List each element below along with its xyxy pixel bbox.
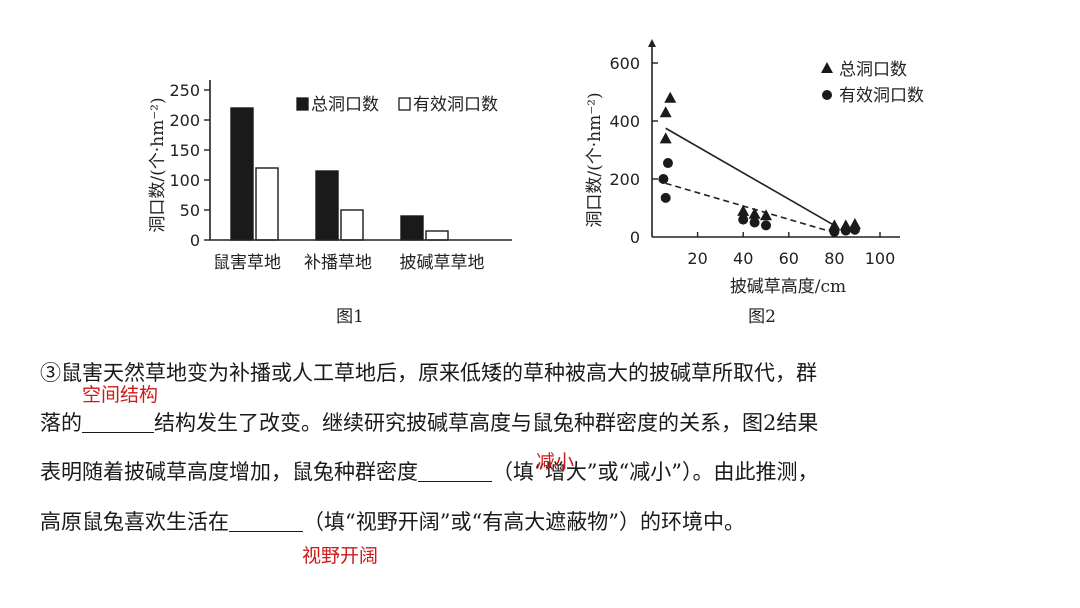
figure-2-point-triangle bbox=[748, 207, 761, 219]
figure-2-x-tick-label: 60 bbox=[779, 249, 799, 268]
question-line-1: ③鼠害天然草地变为补播或人工草地后，原来低矮的草种被高大的披碱草所取代，群 bbox=[40, 357, 1050, 387]
figure-2-legend-marker bbox=[822, 90, 832, 100]
figure-1-legend-label: 总洞口数 bbox=[311, 95, 379, 115]
question-line-1-text: ③鼠害天然草地变为补播或人工草地后，原来低矮的草种被高大的披碱草所取代，群 bbox=[40, 361, 817, 385]
figure-1-caption: 图1 bbox=[336, 307, 364, 327]
figure-1-y-axis-label: 洞口数/(个·hm⁻²) bbox=[148, 97, 168, 232]
figure-2-point-circle bbox=[658, 174, 669, 184]
figure-2-point-circle bbox=[761, 220, 771, 231]
figure-1-x-labels: 鼠害草地 补播草地 披碱草草地 bbox=[213, 253, 485, 273]
figure-2-point-circle bbox=[840, 225, 851, 236]
figure-1-category-label: 披碱草草地 bbox=[400, 253, 485, 273]
figure-2-legend-label: 有效洞口数 bbox=[839, 86, 924, 106]
question-line-4-end: （填“视野开阔”或“有高大遮蔽物”）的环境中。 bbox=[303, 510, 745, 534]
figure-1-y-tick-label: 100 bbox=[169, 171, 200, 190]
figure-2-point-circle bbox=[662, 158, 673, 169]
figure-2-trend-lines bbox=[665, 127, 835, 234]
figure-2-point-triangle bbox=[828, 219, 841, 231]
figure-1-category-label: 补播草地 bbox=[304, 253, 372, 273]
question-line-4: 高原鼠兔喜欢生活在 （填“视野开阔”或“有高大遮蔽物”）的环境中。 bbox=[40, 506, 1050, 536]
figure-2-x-tick-label: 20 bbox=[687, 249, 707, 268]
figure-1-category-label: 鼠害草地 bbox=[213, 253, 281, 273]
figure-1-y-tick-label: 150 bbox=[169, 141, 200, 160]
figure-2-x-tick-label: 40 bbox=[733, 249, 753, 268]
figure-2-point-triangle bbox=[664, 91, 677, 103]
figure-1-y-tick-label: 200 bbox=[169, 111, 200, 130]
blank-3[interactable] bbox=[229, 509, 303, 532]
figure-1-legend: 总洞口数 有效洞口数 bbox=[296, 95, 498, 115]
figure-2-x-tick-label: 80 bbox=[824, 249, 844, 268]
figure-2-y-ticks: 0 200 400 600 bbox=[609, 54, 658, 247]
figure-2-point-triangle bbox=[760, 209, 772, 221]
figure-2-caption: 图2 bbox=[748, 307, 776, 327]
figure-1-y-ticks: 0 50 100 150 200 250 bbox=[169, 81, 210, 250]
figure-2-y-tick-label: 200 bbox=[609, 170, 640, 189]
figure-1-legend-label: 有效洞口数 bbox=[413, 95, 498, 115]
answer-3: 视野开阔 bbox=[302, 545, 379, 567]
figure-2-point-triangle bbox=[659, 132, 672, 144]
figure-2-scatter-chart: 0 200 400 600 20 40 60 80 100 洞口数/(个·hm⁻²) 披碱草高… bbox=[585, 39, 924, 327]
figure-2-x-tick-label: 100 bbox=[865, 249, 896, 268]
question-line-2-start: 落的 bbox=[40, 411, 82, 435]
figure-1-bars bbox=[230, 107, 449, 241]
figure-2-point-triangle bbox=[737, 204, 750, 216]
question-line-3-end: （填“增大”或“减小”）。由此推测， bbox=[492, 460, 819, 484]
figure-2-point-circle bbox=[829, 226, 840, 237]
figure-2-legend-label: 总洞口数 bbox=[839, 60, 907, 80]
figure-1-y-tick-label: 0 bbox=[190, 231, 200, 250]
figure-2-y-tick-label: 600 bbox=[609, 54, 640, 73]
figure-2-points bbox=[658, 91, 861, 237]
question-line-3-start: 表明随着披碱草高度增加，鼠兔种群密度 bbox=[40, 460, 418, 484]
question-line-2: 落的 结构发生了改变。继续研究披碱草高度与鼠兔种群密度的关系，图2结果 bbox=[40, 407, 1050, 437]
figure-2-trend-line bbox=[665, 182, 835, 234]
question-line-3: 表明随着披碱草高度增加，鼠兔种群密度 （填“增大”或“减小”）。由此推测， bbox=[40, 456, 1050, 486]
figure-2-point-triangle bbox=[659, 106, 672, 118]
question-line-4-start: 高原鼠兔喜欢生活在 bbox=[40, 510, 229, 534]
figure-1-bar-chart: 0 50 100 150 200 250 鼠害草地 补播草地 披碱草草地 洞口数/(个·hm⁻… bbox=[148, 80, 512, 327]
figure-2-x-axis-label: 披碱草高度/cm bbox=[730, 277, 846, 297]
figure-2-y-tick-label: 400 bbox=[609, 112, 640, 131]
figure-2-point-circle bbox=[749, 217, 760, 228]
answer-2: 减小 bbox=[536, 451, 575, 473]
figure-2-legend-marker bbox=[821, 62, 833, 73]
figure-2-x-ticks: 20 40 60 80 100 bbox=[687, 232, 895, 268]
figure-2-trend-line bbox=[665, 127, 835, 227]
figure-2-y-axis-arrow bbox=[648, 39, 656, 47]
answer-1: 空间结构 bbox=[82, 384, 159, 406]
figure-1-legend-swatch bbox=[398, 97, 411, 111]
blank-1[interactable] bbox=[82, 410, 154, 433]
blank-2[interactable] bbox=[418, 459, 492, 482]
figure-2-y-axis-label: 洞口数/(个·hm⁻²) bbox=[585, 92, 605, 227]
figure-1-legend-swatch bbox=[296, 97, 309, 111]
question-line-2-end: 结构发生了改变。继续研究披碱草高度与鼠兔种群密度的关系，图2结果 bbox=[154, 411, 819, 435]
figure-2-point-circle bbox=[849, 224, 860, 235]
figure-2-y-tick-label: 0 bbox=[630, 228, 640, 247]
figure-1-y-tick-label: 50 bbox=[180, 201, 200, 220]
figure-2-point-circle bbox=[660, 192, 671, 203]
figure-1-y-tick-label: 250 bbox=[169, 81, 200, 100]
figure-2-point-circle bbox=[738, 214, 749, 225]
